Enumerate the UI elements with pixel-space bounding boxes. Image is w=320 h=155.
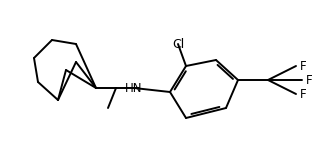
Text: Cl: Cl xyxy=(172,38,184,51)
Text: F: F xyxy=(300,60,306,73)
Text: F: F xyxy=(306,73,312,86)
Text: F: F xyxy=(300,88,306,100)
Text: HN: HN xyxy=(125,82,143,95)
